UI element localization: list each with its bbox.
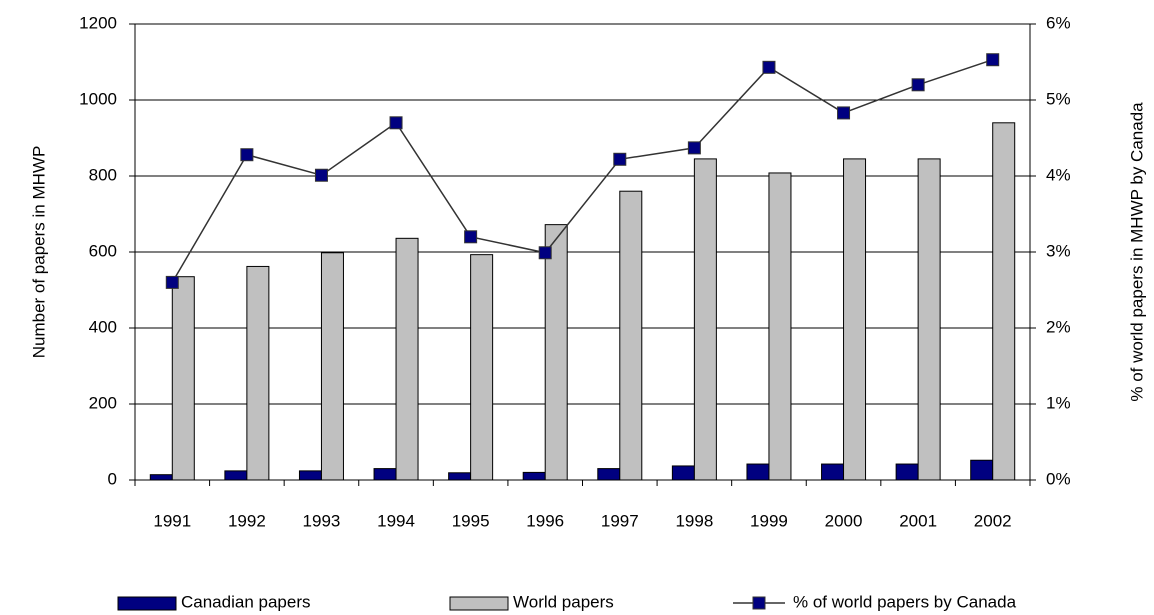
- bar: [470, 254, 494, 481]
- bar: [544, 224, 568, 481]
- x-tick-label: 1998: [675, 511, 713, 530]
- bar: [768, 172, 792, 481]
- line-marker: [613, 152, 627, 166]
- bar: [171, 276, 195, 481]
- bar: [970, 459, 994, 481]
- y2-tick-label: 1%: [1046, 393, 1071, 412]
- y-tick-label: 800: [89, 165, 117, 184]
- y2-tick-label: 4%: [1046, 165, 1071, 184]
- bar: [246, 265, 270, 481]
- x-tick-label: 1997: [601, 511, 639, 530]
- bar: [917, 158, 941, 481]
- bar: [821, 463, 845, 481]
- x-tick-label: 2002: [974, 511, 1012, 530]
- line-marker: [538, 246, 552, 260]
- y2-tick-label: 2%: [1046, 317, 1071, 336]
- line-marker: [314, 168, 328, 182]
- x-tick-label: 1993: [303, 511, 341, 530]
- x-tick-label: 1992: [228, 511, 266, 530]
- bar: [671, 465, 695, 481]
- line-marker: [911, 78, 925, 92]
- x-tick-label: 1995: [452, 511, 490, 530]
- y-tick-label: 400: [89, 317, 117, 336]
- x-tick-label: 2001: [899, 511, 937, 530]
- bar: [992, 122, 1016, 481]
- bar: [746, 463, 770, 481]
- bar: [619, 190, 643, 481]
- line-marker: [240, 148, 254, 162]
- x-tick-label: 1994: [377, 511, 415, 530]
- line-marker: [687, 141, 701, 155]
- line-marker: [837, 106, 851, 120]
- x-tick-label: 2000: [825, 511, 863, 530]
- x-tick-label: 1996: [526, 511, 564, 530]
- y2-tick-label: 0%: [1046, 469, 1071, 488]
- bar: [395, 237, 419, 481]
- legend-label: % of world papers by Canada: [793, 592, 1017, 611]
- y-tick-label: 1200: [79, 13, 117, 32]
- bar: [693, 158, 717, 481]
- bar: [373, 468, 397, 481]
- y-tick-label: 1000: [79, 89, 117, 108]
- line-marker: [389, 116, 403, 130]
- line-marker: [165, 275, 179, 289]
- line-marker: [986, 53, 1000, 67]
- bar: [895, 463, 919, 481]
- bar: [298, 470, 322, 481]
- bar: [522, 471, 546, 481]
- legend-swatch: [449, 596, 509, 611]
- y-tick-label: 600: [89, 241, 117, 260]
- bar: [224, 470, 248, 481]
- x-tick-label: 1991: [153, 511, 191, 530]
- y2-tick-label: 3%: [1046, 241, 1071, 260]
- line: [171, 59, 993, 283]
- line-marker: [464, 230, 478, 244]
- legend-label: World papers: [513, 592, 614, 611]
- bar: [448, 472, 472, 481]
- y-axis-label: Number of papers in MHWP: [29, 146, 48, 359]
- y-tick-label: 0: [108, 469, 117, 488]
- bar: [149, 474, 173, 481]
- bar: [320, 252, 344, 481]
- bar: [843, 158, 867, 481]
- line-marker: [762, 60, 776, 74]
- y2-tick-label: 6%: [1046, 13, 1071, 32]
- bar: [597, 468, 621, 481]
- legend-swatch: [117, 596, 177, 611]
- y2-axis-label: % of world papers in MHWP by Canada: [1127, 102, 1146, 402]
- y2-tick-label: 5%: [1046, 89, 1071, 108]
- legend-marker: [752, 596, 766, 610]
- legend-label: Canadian papers: [181, 592, 310, 611]
- x-tick-label: 1999: [750, 511, 788, 530]
- y-tick-label: 200: [89, 393, 117, 412]
